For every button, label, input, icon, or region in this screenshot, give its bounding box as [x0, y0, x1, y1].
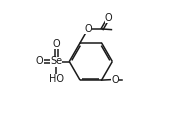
- Text: Se: Se: [50, 56, 62, 67]
- Text: O: O: [53, 39, 60, 49]
- Text: O: O: [36, 56, 44, 67]
- Text: O: O: [111, 75, 119, 85]
- Text: O: O: [105, 13, 112, 23]
- Text: HO: HO: [49, 74, 64, 84]
- Text: O: O: [84, 24, 92, 34]
